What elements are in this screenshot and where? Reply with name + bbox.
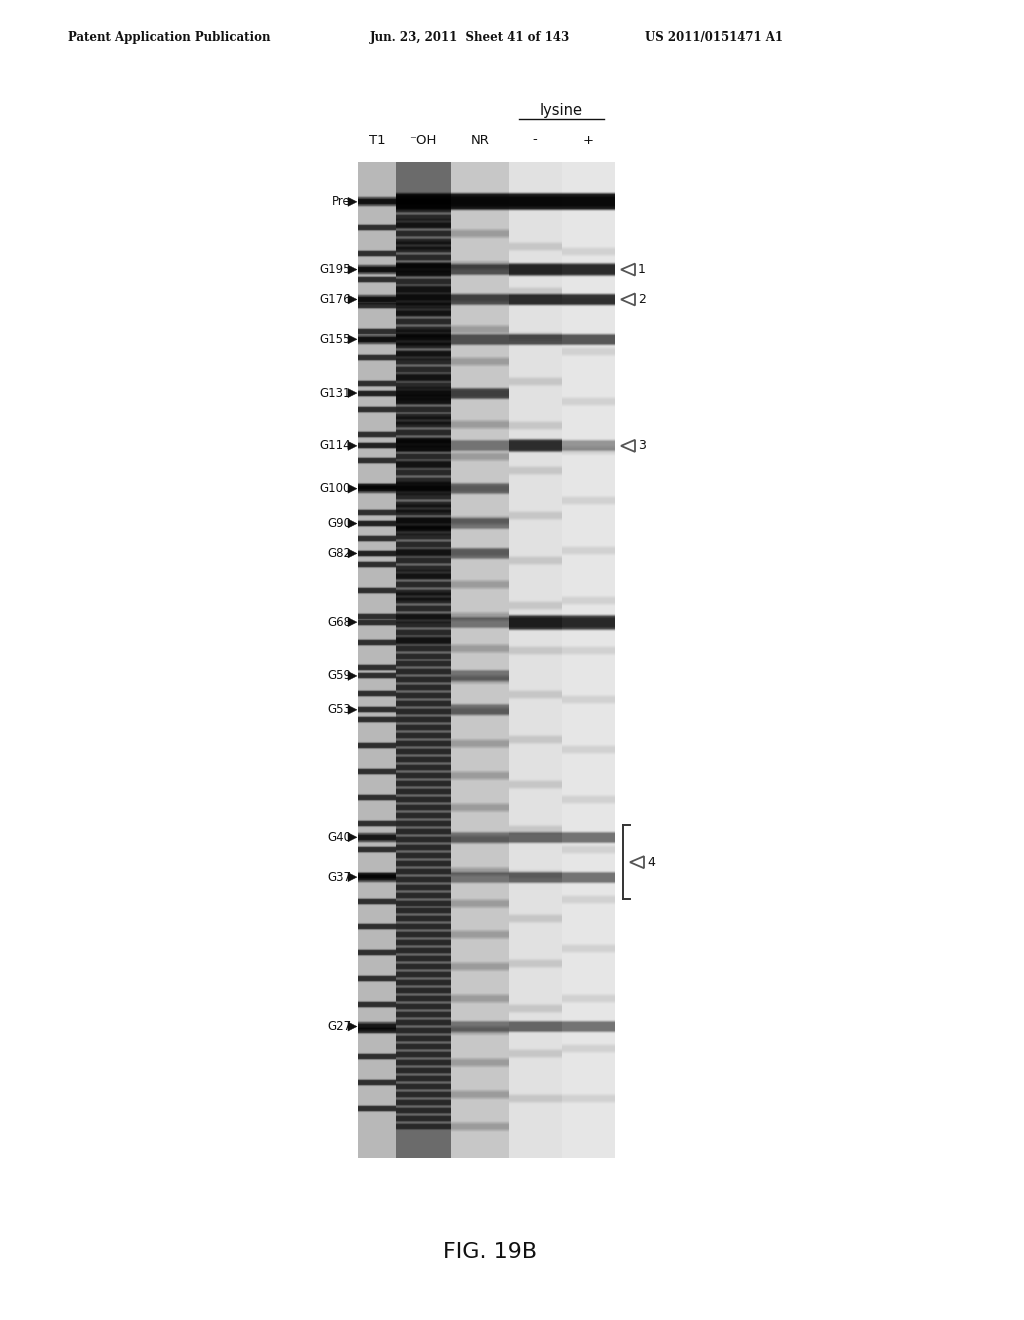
- Text: Jun. 23, 2011  Sheet 41 of 143: Jun. 23, 2011 Sheet 41 of 143: [370, 30, 570, 44]
- Polygon shape: [348, 484, 357, 494]
- Polygon shape: [348, 1022, 357, 1031]
- Text: G27: G27: [327, 1020, 351, 1034]
- Text: G40: G40: [327, 830, 351, 843]
- Text: G59: G59: [327, 669, 351, 682]
- Text: G82: G82: [327, 546, 351, 560]
- Text: 3: 3: [638, 440, 646, 453]
- Polygon shape: [348, 265, 357, 275]
- Text: G176: G176: [319, 293, 351, 306]
- Polygon shape: [348, 833, 357, 842]
- Text: 1: 1: [638, 263, 646, 276]
- Polygon shape: [348, 873, 357, 882]
- Text: ⁻OH: ⁻OH: [410, 133, 436, 147]
- Text: US 2011/0151471 A1: US 2011/0151471 A1: [645, 30, 783, 44]
- Text: G114: G114: [319, 440, 351, 453]
- Polygon shape: [348, 197, 357, 206]
- Text: lysine: lysine: [540, 103, 583, 117]
- Text: 2: 2: [638, 293, 646, 306]
- Text: G68: G68: [327, 615, 351, 628]
- Polygon shape: [348, 672, 357, 680]
- Text: Pre: Pre: [332, 195, 351, 209]
- Text: -: -: [532, 133, 538, 147]
- Text: G53: G53: [327, 704, 351, 717]
- Polygon shape: [348, 335, 357, 343]
- Text: NR: NR: [471, 133, 489, 147]
- Text: +: +: [583, 133, 594, 147]
- Text: G131: G131: [319, 387, 351, 400]
- Polygon shape: [348, 705, 357, 714]
- Text: G155: G155: [319, 333, 351, 346]
- Polygon shape: [348, 549, 357, 558]
- Text: Patent Application Publication: Patent Application Publication: [68, 30, 270, 44]
- Polygon shape: [348, 519, 357, 528]
- Polygon shape: [348, 388, 357, 397]
- Text: T1: T1: [369, 133, 385, 147]
- Text: FIG. 19B: FIG. 19B: [443, 1242, 537, 1262]
- Polygon shape: [348, 441, 357, 450]
- Text: G90: G90: [327, 517, 351, 531]
- Text: G195: G195: [319, 263, 351, 276]
- Text: G100: G100: [319, 482, 351, 495]
- Text: 4: 4: [647, 855, 655, 869]
- Polygon shape: [348, 294, 357, 304]
- Polygon shape: [348, 618, 357, 627]
- Text: G37: G37: [327, 871, 351, 883]
